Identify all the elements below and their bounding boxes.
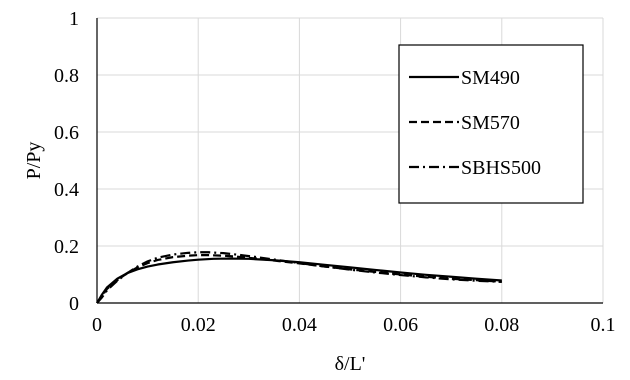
- x-tick-label: 0.02: [181, 314, 216, 336]
- legend-box: [398, 44, 584, 204]
- legend-label: SBHS500: [461, 157, 541, 179]
- x-tick-label: 0.06: [383, 314, 418, 336]
- y-tick-label: 0.4: [54, 179, 79, 201]
- y-tick-label: 0.8: [54, 65, 79, 87]
- x-tick-label: 0: [92, 314, 102, 336]
- legend-label: SM570: [461, 112, 520, 134]
- y-tick-label: 1: [69, 8, 79, 30]
- x-tick-label: 0.08: [484, 314, 519, 336]
- series-lines: [96, 251, 502, 304]
- y-tick-label: 0.2: [54, 236, 79, 258]
- axes: [96, 18, 603, 304]
- x-tick-label: 0.04: [282, 314, 317, 336]
- legend: SM490 SM570 SBHS500: [398, 44, 584, 204]
- y-axis-title: P/Py: [23, 142, 45, 180]
- y-tick-label: 0: [69, 293, 79, 315]
- tick-labels: 0 0.02 0.04 0.06 0.08 0.1 0 0.2 0.4 0.6 0.8 1: [54, 8, 616, 336]
- y-tick-label: 0.6: [54, 122, 79, 144]
- series-line-sbhs500: [96, 251, 502, 304]
- x-tick-label: 0.1: [591, 314, 616, 336]
- legend-label: SM490: [461, 67, 520, 89]
- x-axis-title: δ/L': [335, 353, 366, 375]
